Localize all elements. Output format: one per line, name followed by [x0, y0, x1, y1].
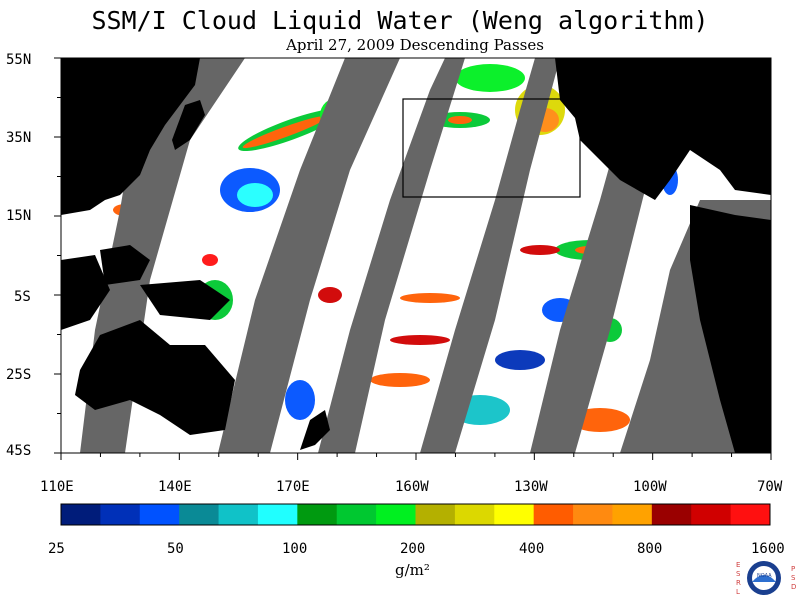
map-area: [61, 58, 771, 453]
colorbar-label-50: 50: [167, 541, 184, 557]
colorbar-swatch: [297, 504, 338, 525]
logo-letter-left-3: R: [736, 579, 741, 587]
region-box: [402, 98, 581, 198]
lat-label-5s: 5S: [14, 289, 31, 305]
chart-title: SSM/I Cloud Liquid Water (Weng algorithm…: [91, 6, 709, 35]
colorbar-swatch: [376, 504, 416, 525]
colorbar-border: [60, 503, 771, 526]
lon-label-140e: 140E: [158, 479, 192, 495]
lon-label-110e: 110E: [40, 479, 74, 495]
logo-letter-right-1: P: [791, 565, 795, 573]
colorbar-swatch: [61, 504, 101, 525]
colorbar-swatch: [218, 504, 259, 525]
logo-letter-left-4: L: [736, 588, 740, 596]
colorbar-label-25: 25: [48, 541, 65, 557]
logo-letter-right-2: S: [791, 574, 796, 582]
lat-label-25s: 25S: [6, 367, 32, 383]
colorbar-swatch: [612, 504, 653, 525]
colorbar-swatch: [100, 504, 141, 525]
lat-label-35n: 35N: [6, 130, 32, 146]
svg-text:NOAA: NOAA: [757, 573, 772, 579]
colorbar-swatch: [533, 504, 574, 525]
colorbar-label-400: 400: [519, 541, 545, 557]
colorbar-swatch: [415, 504, 456, 525]
noaa-logo: E S R L P S D NOAA: [736, 561, 796, 596]
lat-label-55n: 55N: [6, 52, 32, 68]
colorbar-swatch: [730, 504, 771, 525]
chart-subtitle: April 27, 2009 Descending Passes: [286, 36, 544, 54]
colorbar-swatch: [179, 504, 220, 525]
colorbar: [60, 503, 771, 526]
axis-ticks: [54, 57, 772, 460]
colorbar-swatch: [454, 504, 495, 525]
lon-label-170e: 170E: [276, 479, 310, 495]
logo-letter-right-3: D: [791, 583, 796, 591]
lon-label-70w: 70W: [757, 479, 783, 495]
colorbar-label-800: 800: [637, 541, 663, 557]
colorbar-label-100: 100: [282, 541, 308, 557]
colorbar-swatch: [139, 504, 180, 525]
lat-label-15n: 15N: [6, 208, 32, 224]
lon-label-130w: 130W: [514, 479, 548, 495]
colorbar-swatch: [494, 504, 535, 525]
colorbar-swatch: [651, 504, 692, 525]
colorbar-units: g/m²: [395, 561, 430, 579]
lon-label-160w: 160W: [395, 479, 429, 495]
colorbar-swatch: [691, 504, 732, 525]
colorbar-label-1600: 1600: [751, 541, 785, 557]
lon-label-100w: 100W: [633, 479, 667, 495]
lat-label-45s: 45S: [6, 443, 32, 459]
land-masses: [61, 58, 771, 453]
colorbar-swatch: [257, 504, 298, 525]
logo-letter-left-1: E: [736, 561, 740, 569]
colorbar-swatch: [336, 504, 377, 525]
logo-letter-left-2: S: [736, 570, 741, 578]
colorbar-label-200: 200: [400, 541, 426, 557]
colorbar-swatch: [573, 504, 613, 525]
